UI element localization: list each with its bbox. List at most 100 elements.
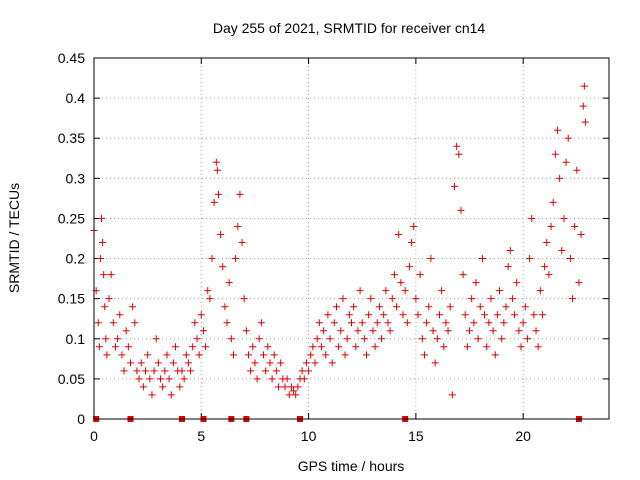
data-point [348,319,355,327]
data-point [167,391,175,399]
data-point [519,319,527,327]
data-point [573,166,581,174]
data-point [337,327,345,335]
data-point [202,343,210,351]
data-point [328,359,336,367]
data-point [395,230,403,238]
data-point [307,351,315,359]
data-point [354,327,362,335]
data-point [356,287,364,295]
data-point [139,383,147,391]
data-point [416,271,424,279]
data-point [290,387,298,395]
data-point [526,255,534,263]
data-point [135,375,143,383]
y-axis: 0 0.05 0.1 0.15 0.2 0.25 0.3 0.35 0.4 0.45 [58,50,609,427]
data-point [367,295,375,303]
data-point [579,102,587,110]
data-point [107,271,115,279]
x-tick-label: 20 [515,428,531,444]
data-point [335,343,343,351]
x-tick-label: 10 [301,428,317,444]
data-point [384,319,392,327]
data-point [363,351,371,359]
data-point [283,375,291,383]
data-point [468,295,476,303]
data-point [232,255,240,263]
data-point [408,239,416,247]
data-point [521,303,529,311]
y-tick-label: 0.2 [66,251,86,267]
data-point [481,311,489,319]
data-point [500,319,508,327]
data-point [249,343,257,351]
data-point [493,311,501,319]
data-point [575,279,583,287]
data-point [538,311,546,319]
data-point [569,295,577,303]
data-point [360,335,368,343]
data-point [313,335,321,343]
data-point [227,335,235,343]
data-point [566,255,574,263]
data-point [315,319,323,327]
data-point [161,367,169,375]
data-point [425,303,433,311]
data-point [131,319,139,327]
data-point [184,359,192,367]
data-point [547,222,555,230]
data-point [517,343,525,351]
data-point [157,375,165,383]
data-point [204,287,212,295]
data-point [378,335,386,343]
data-point [100,271,108,279]
data-point [405,263,413,271]
data-point [225,279,233,287]
data-point [463,343,471,351]
data-point [502,303,510,311]
data-point [339,295,347,303]
data-point [95,343,103,351]
data-point [326,335,334,343]
data-point [373,319,381,327]
data-point [294,383,302,391]
y-tick-label: 0.05 [58,371,85,387]
data-point [554,126,561,134]
data-point [410,222,418,230]
data-point [129,303,137,311]
data-point [320,327,328,335]
data-point [178,367,186,375]
data-point [302,359,310,367]
data-point [543,239,551,247]
data-point [223,319,231,327]
y-tick-label: 0 [77,411,85,427]
y-tick-label: 0.4 [66,90,86,106]
data-point [418,335,426,343]
data-point [433,335,441,343]
data-point [358,319,366,327]
data-point [429,327,437,335]
data-point [461,311,469,319]
data-point [330,319,338,327]
data-point [311,359,319,367]
data-point [96,255,104,263]
data-point [277,359,285,367]
data-point [219,263,227,271]
x-axis: 0 5 10 15 20 [90,58,531,444]
data-point [109,319,117,327]
data-point [390,271,398,279]
data-point [260,351,268,359]
data-point [180,375,188,383]
data-point [199,327,207,335]
data-point [214,190,222,198]
data-point [210,198,218,206]
data-point [562,158,570,166]
data-point [474,335,482,343]
y-tick-label: 0.45 [58,50,85,66]
data-point [176,383,184,391]
data-point [105,295,113,303]
data-point [101,303,109,311]
y-tick-label: 0.25 [58,210,85,226]
data-point [148,391,156,399]
data-point [420,351,428,359]
